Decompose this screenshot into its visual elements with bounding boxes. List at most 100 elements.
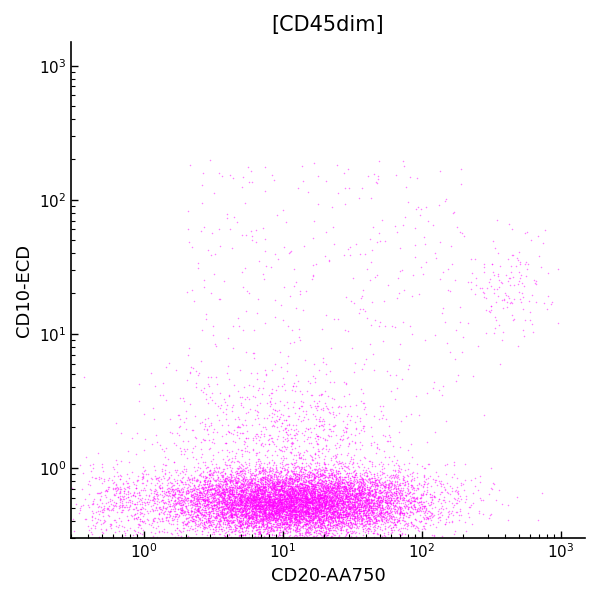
Point [374,515,384,524]
Point [178,504,187,514]
Point [523,259,532,269]
Point [163,478,172,487]
Point [354,484,364,493]
Point [313,521,323,530]
Point [364,494,373,504]
Point [287,499,297,509]
Point [326,470,335,480]
Point [175,493,185,502]
Point [386,477,396,487]
Point [314,478,323,487]
Point [179,524,189,533]
Point [359,469,369,478]
Point [280,480,289,490]
Point [326,499,335,509]
Point [278,506,287,515]
Point [212,485,221,494]
Point [286,500,296,510]
Point [260,365,270,375]
Point [284,474,293,484]
Point [154,509,163,518]
Point [359,462,368,472]
Point [321,496,331,506]
Point [443,512,453,521]
Point [240,504,250,514]
Point [280,500,289,509]
Point [298,505,307,515]
Point [402,470,412,480]
Point [385,476,395,485]
Point [391,370,401,380]
Point [276,497,286,506]
Point [275,412,285,422]
Point [273,479,283,489]
Point [331,488,340,497]
Point [263,525,273,535]
Point [253,524,262,533]
Point [401,466,410,475]
Point [338,484,348,493]
Point [229,512,238,522]
Point [306,490,316,499]
Point [266,501,275,511]
Point [266,484,275,493]
Point [237,492,247,502]
Point [246,518,256,528]
Point [327,483,337,493]
Point [251,470,261,479]
Point [314,503,324,513]
Point [265,486,275,496]
Point [364,484,374,494]
Point [178,502,187,512]
Point [307,491,317,501]
Point [334,478,344,488]
Point [388,500,398,509]
Point [387,488,397,498]
Point [301,515,310,524]
Point [247,491,256,500]
Point [176,490,185,500]
Point [378,511,388,521]
Point [220,505,229,515]
Point [346,518,356,527]
Point [262,398,271,407]
Point [390,470,400,480]
Point [193,500,202,509]
Point [305,518,314,527]
Point [313,496,322,506]
Point [359,514,369,524]
Point [415,493,425,503]
Point [319,504,329,514]
Point [221,484,230,493]
Point [423,514,433,524]
Point [382,508,391,517]
Point [190,511,199,521]
Point [319,496,328,505]
Point [364,520,374,529]
Point [208,428,217,437]
Point [434,512,443,521]
Point [280,488,289,497]
Point [179,517,188,526]
Point [281,507,290,517]
Point [307,503,316,513]
Point [361,521,371,531]
Point [253,488,262,498]
Point [340,518,349,527]
Point [303,498,313,508]
Point [259,485,269,494]
Point [338,497,348,507]
Point [172,486,182,496]
Point [394,502,404,511]
Point [310,487,320,496]
Point [376,508,386,517]
Point [292,520,301,529]
Point [391,505,400,514]
Point [358,503,368,512]
Point [253,494,263,504]
Point [197,199,207,208]
Point [316,488,325,498]
Point [217,490,226,500]
Point [288,479,298,488]
Point [287,490,297,499]
